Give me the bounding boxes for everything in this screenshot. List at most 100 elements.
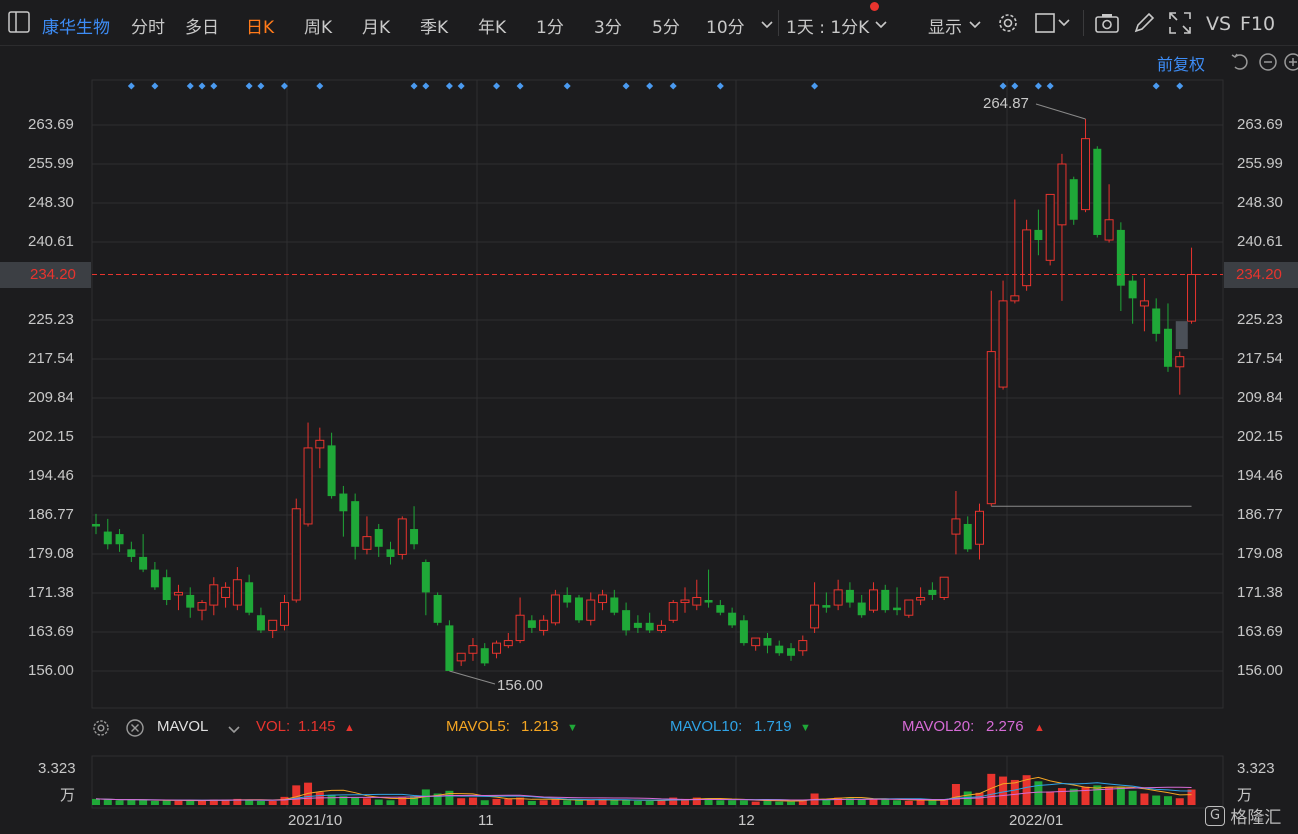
chevron-down-icon[interactable] — [874, 16, 888, 36]
candle-down — [716, 605, 725, 613]
fullscreen-icon[interactable] — [1167, 10, 1193, 36]
tab-monthly-k[interactable]: 月K — [362, 18, 391, 38]
tab-5min[interactable]: 5分 — [652, 18, 680, 38]
volume-bar — [1175, 798, 1184, 805]
tab-yearly-k[interactable]: 年K — [478, 18, 507, 38]
candle-down — [162, 577, 171, 601]
gear-icon[interactable] — [995, 10, 1021, 36]
toolbar-divider — [778, 10, 779, 36]
zoom-in-icon[interactable] — [1284, 53, 1298, 71]
tab-3min[interactable]: 3分 — [594, 18, 622, 38]
volume-bar — [351, 797, 360, 805]
volume-bar — [292, 785, 301, 805]
indicator-select[interactable]: MAVOL — [157, 718, 209, 735]
chevron-down-icon[interactable] — [227, 721, 245, 739]
layout-box-icon[interactable] — [1034, 10, 1070, 36]
period-select[interactable]: 1天 : 1分K — [786, 18, 870, 38]
stock-name[interactable]: 康华生物 — [42, 18, 110, 38]
volume-bar — [1128, 790, 1137, 805]
camera-icon[interactable] — [1094, 10, 1120, 36]
volume-bar — [669, 797, 678, 805]
volume-bar — [881, 799, 890, 805]
candle-down — [1034, 229, 1043, 241]
candle-up — [1081, 138, 1091, 211]
event-marker-icon — [257, 82, 265, 90]
candle-down — [445, 625, 454, 671]
volume-bar — [162, 800, 171, 805]
zoom-out-icon[interactable] — [1259, 53, 1277, 71]
f10-button[interactable]: F10 — [1240, 13, 1276, 35]
candle-down — [115, 534, 124, 545]
tab-weekly-k[interactable]: 周K — [304, 18, 333, 38]
candle-down — [1116, 229, 1125, 286]
candle-up — [268, 619, 278, 631]
candle-up — [1057, 163, 1067, 226]
candle-up — [315, 439, 325, 449]
volume-bar — [410, 796, 419, 805]
volume-bar — [951, 784, 960, 805]
candle-down — [1163, 328, 1172, 367]
tab-intraday[interactable]: 分时 — [131, 18, 165, 38]
volume-bar — [1022, 775, 1031, 805]
close-icon[interactable] — [126, 719, 144, 737]
pencil-icon[interactable] — [1131, 10, 1157, 36]
adjust-mode-select[interactable]: 前复权 — [1157, 55, 1206, 74]
candle-up — [279, 602, 289, 626]
price-tick-right: 225.23 — [1237, 310, 1283, 328]
mavol10-down-arrow-icon: ▼ — [800, 722, 811, 734]
mavol5-down-arrow-icon: ▼ — [567, 722, 578, 734]
watermark-g-icon: G — [1205, 805, 1225, 826]
cursor-highlight-block — [1175, 321, 1188, 350]
candle-down — [763, 638, 772, 646]
tab-multi-day[interactable]: 多日 — [185, 18, 219, 38]
candle-down — [610, 597, 619, 613]
volume-bar — [704, 798, 713, 805]
tab-quarterly-k[interactable]: 季K — [420, 18, 449, 38]
event-marker-icon — [516, 82, 524, 90]
volume-bar — [268, 800, 277, 805]
candle-up — [951, 518, 961, 535]
price-tick-left: 248.30 — [28, 194, 74, 212]
event-marker-icon — [811, 82, 819, 90]
volume-bar — [339, 796, 348, 805]
price-tick-left: 263.69 — [28, 116, 74, 133]
candle-down — [728, 612, 737, 626]
candle-up — [197, 602, 207, 611]
tab-daily-k[interactable]: 日K — [246, 18, 275, 38]
reset-icon[interactable] — [1231, 53, 1249, 71]
sidebar-toggle-icon[interactable] — [8, 11, 30, 38]
low-price-annotation: 156.00 — [497, 677, 543, 694]
candle-up — [503, 640, 513, 647]
date-label-dec: 12 — [738, 812, 755, 829]
volume-bar — [1093, 785, 1102, 805]
volume-bar — [645, 800, 654, 805]
candle-up — [751, 637, 761, 647]
tab-1min[interactable]: 1分 — [536, 18, 564, 38]
chevron-down-icon[interactable] — [760, 16, 774, 36]
volume-bar — [940, 799, 949, 805]
price-tick-right: 194.46 — [1237, 467, 1283, 484]
volume-bar — [928, 800, 937, 805]
event-marker-icon — [716, 82, 724, 90]
price-tick-right: 163.69 — [1237, 623, 1283, 640]
mavol10-legend-label: MAVOL10: — [670, 718, 743, 735]
candle-down — [256, 615, 265, 631]
display-menu[interactable]: 显示 — [928, 18, 962, 38]
volume-bar — [893, 800, 902, 805]
volume-bar — [1034, 781, 1043, 805]
vs-compare-button[interactable]: VS — [1206, 13, 1232, 35]
event-marker-icon — [410, 82, 418, 90]
candle-up — [986, 351, 996, 505]
gear-icon[interactable] — [92, 719, 110, 737]
chevron-down-icon[interactable] — [968, 16, 982, 36]
volume-bar — [445, 790, 454, 805]
volume-bar — [987, 773, 996, 805]
volume-bar — [563, 800, 572, 805]
tab-10min[interactable]: 10分 — [706, 18, 745, 38]
volume-bar — [362, 798, 371, 805]
candle-up — [868, 589, 878, 611]
price-tick-right: 217.54 — [1237, 349, 1283, 367]
volume-bar — [245, 799, 254, 805]
candle-down — [574, 597, 583, 621]
